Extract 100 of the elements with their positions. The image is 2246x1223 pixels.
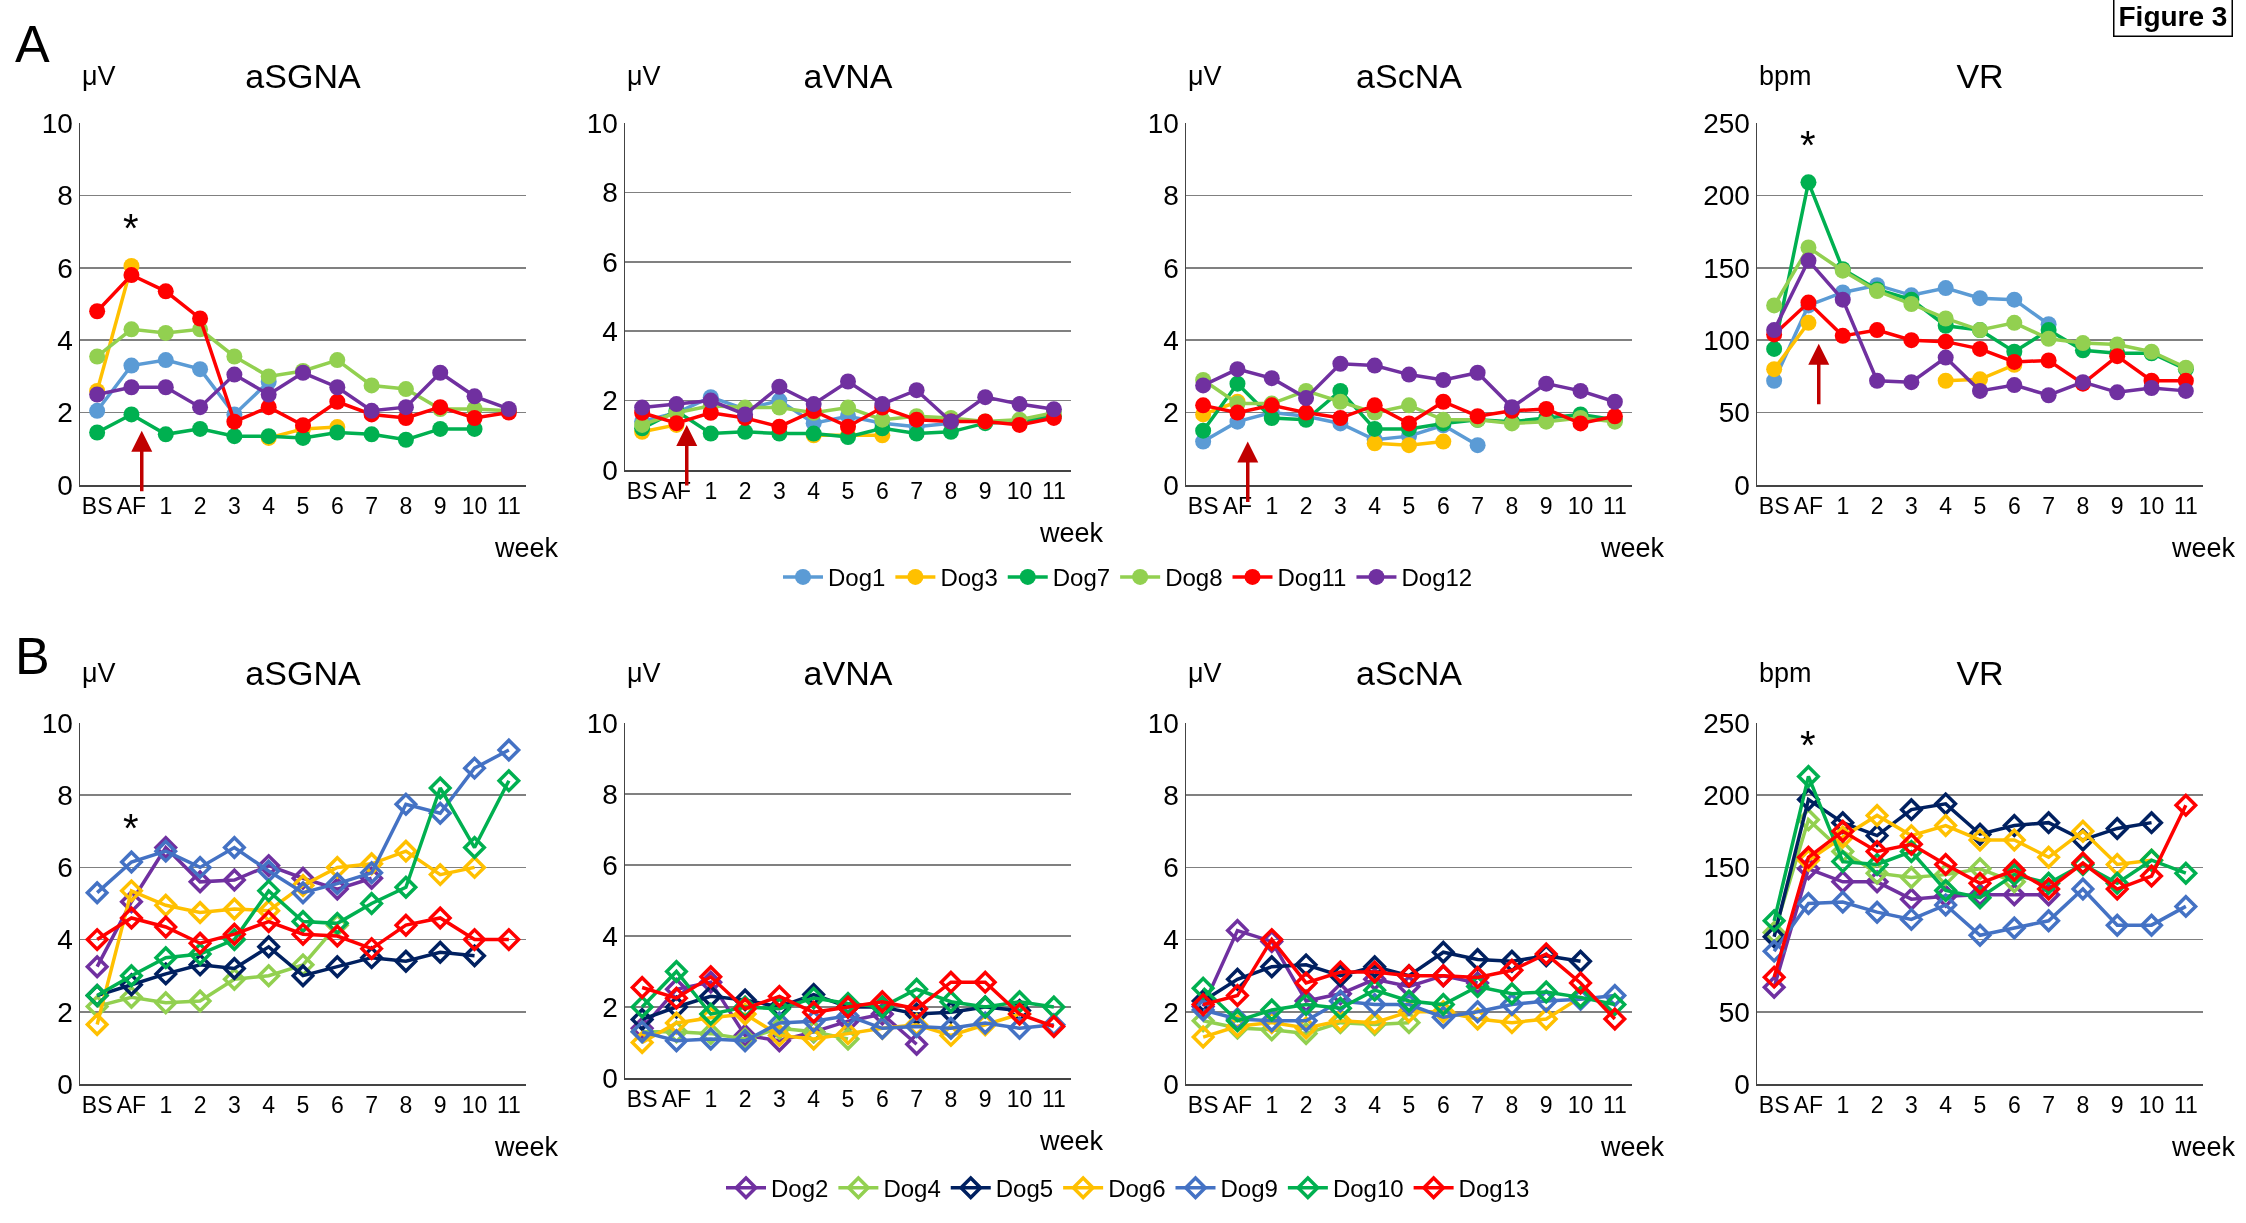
x-tick-label: 9 bbox=[978, 1086, 992, 1113]
x-tick-label: AF bbox=[1793, 493, 1824, 520]
chart-title: aVNA bbox=[803, 56, 893, 95]
y-tick-label: 150 bbox=[1703, 252, 1750, 284]
x-tick-label: 4 bbox=[807, 478, 821, 505]
y-tick-label: 6 bbox=[57, 852, 73, 884]
chart-title: aVNA bbox=[803, 653, 893, 692]
annotation: * bbox=[1800, 123, 1816, 167]
x-tick-label: 6 bbox=[1436, 493, 1450, 520]
y-tick-label: 4 bbox=[602, 316, 618, 347]
x-tick-label: BS bbox=[81, 493, 113, 520]
x-tick-label: 1 bbox=[159, 493, 173, 520]
x-tick-label: 3 bbox=[1333, 493, 1347, 520]
x-tick-label: 5 bbox=[841, 1086, 855, 1113]
x-tick-label: AF bbox=[1222, 1092, 1253, 1119]
y-axis-title: μV bbox=[627, 61, 661, 91]
x-tick-label: AF bbox=[1793, 1092, 1824, 1119]
x-tick-label: 6 bbox=[1436, 1092, 1450, 1119]
x-tick-label: 10 bbox=[2138, 1092, 2165, 1119]
x-tick-label: 6 bbox=[2007, 1092, 2021, 1119]
x-tick-label: 2 bbox=[193, 493, 207, 520]
x-tick-label: AF bbox=[661, 1086, 692, 1113]
chart-title: aScNA bbox=[1356, 653, 1463, 692]
x-tick-label: 7 bbox=[365, 1092, 379, 1119]
y-tick-label: 150 bbox=[1703, 852, 1750, 884]
x-tick-label: 4 bbox=[1939, 493, 1953, 520]
y-tick-label: 250 bbox=[1703, 707, 1750, 739]
x-tick-label: 1 bbox=[1836, 1092, 1850, 1119]
x-tick-label: 10 bbox=[461, 1092, 488, 1119]
x-tick-label: 10 bbox=[1006, 1086, 1033, 1113]
x-tick-label: 3 bbox=[772, 478, 786, 505]
x-tick-label: 5 bbox=[296, 493, 310, 520]
y-tick-label: 10 bbox=[586, 707, 618, 739]
y-axis-title: bpm bbox=[1759, 61, 1812, 91]
annotation: * bbox=[123, 806, 139, 850]
x-tick-label: 6 bbox=[330, 493, 344, 520]
chart-title: aSGNA bbox=[245, 56, 361, 95]
x-tick-label: 4 bbox=[262, 1092, 276, 1119]
x-tick-label: 8 bbox=[2076, 1092, 2090, 1119]
y-tick-label: 8 bbox=[1163, 780, 1179, 811]
x-tick-label: AF bbox=[661, 478, 692, 505]
chart-title: VR bbox=[1956, 56, 2004, 95]
x-tick-label: 5 bbox=[841, 478, 855, 505]
x-tick-label: 8 bbox=[944, 478, 958, 505]
legend-label: Dog1 bbox=[828, 564, 886, 592]
x-tick-label: 3 bbox=[1904, 493, 1918, 520]
x-axis-title: week bbox=[494, 1132, 559, 1162]
legend-label: Dog9 bbox=[1220, 1175, 1278, 1203]
legend-label: Dog13 bbox=[1458, 1175, 1530, 1203]
y-tick-label: 0 bbox=[602, 1062, 618, 1094]
y-tick-label: 2 bbox=[1163, 397, 1179, 429]
legend-label: Dog12 bbox=[1401, 564, 1473, 592]
x-tick-label: 5 bbox=[1402, 493, 1416, 520]
x-tick-label: 2 bbox=[1299, 1092, 1313, 1119]
x-tick-label: 7 bbox=[365, 493, 379, 520]
x-tick-label: 8 bbox=[1505, 1092, 1519, 1119]
x-tick-label: 9 bbox=[2110, 493, 2124, 520]
x-tick-label: 1 bbox=[704, 1086, 718, 1113]
legend-label: Dog10 bbox=[1332, 1175, 1404, 1203]
legend-label: Dog2 bbox=[771, 1175, 829, 1203]
x-tick-label: 1 bbox=[1836, 493, 1850, 520]
x-tick-label: 10 bbox=[1006, 478, 1033, 505]
y-axis-title: μV bbox=[82, 61, 116, 91]
x-axis-title: week bbox=[2171, 1132, 2236, 1162]
x-tick-label: 11 bbox=[1041, 478, 1066, 505]
x-tick-label: 1 bbox=[159, 1092, 173, 1119]
y-tick-label: 0 bbox=[1163, 1068, 1179, 1100]
x-tick-label: BS bbox=[1187, 493, 1219, 520]
x-tick-label: BS bbox=[626, 1086, 658, 1113]
x-tick-label: 2 bbox=[738, 478, 752, 505]
y-tick-label: 8 bbox=[57, 180, 73, 212]
chart-title: VR bbox=[1956, 653, 2004, 692]
x-tick-label: 10 bbox=[1567, 1092, 1594, 1119]
text: A bbox=[15, 15, 50, 73]
x-tick-label: BS bbox=[1758, 493, 1790, 520]
y-tick-label: 0 bbox=[57, 1068, 73, 1100]
x-tick-label: 3 bbox=[227, 1092, 241, 1119]
y-tick-label: 4 bbox=[1163, 924, 1179, 956]
legend-label: Dog6 bbox=[1108, 1175, 1166, 1203]
y-tick-label: 50 bbox=[1718, 397, 1750, 429]
y-tick-label: 10 bbox=[586, 107, 618, 139]
x-tick-label: 6 bbox=[875, 1086, 889, 1113]
chart-title: aSGNA bbox=[245, 653, 361, 692]
x-tick-label: BS bbox=[1758, 1092, 1790, 1119]
y-tick-label: 0 bbox=[602, 454, 618, 486]
x-tick-label: BS bbox=[81, 1092, 113, 1119]
x-tick-label: 2 bbox=[1870, 493, 1884, 520]
x-tick-label: 1 bbox=[704, 478, 718, 505]
y-tick-label: 2 bbox=[602, 385, 618, 417]
x-tick-label: AF bbox=[116, 1092, 147, 1119]
x-tick-label: 9 bbox=[1539, 493, 1553, 520]
y-axis-title: μV bbox=[627, 658, 661, 688]
x-axis-title: week bbox=[1600, 1132, 1665, 1162]
y-tick-label: 2 bbox=[1163, 996, 1179, 1028]
x-axis-title: week bbox=[494, 533, 559, 563]
x-tick-label: 7 bbox=[910, 478, 924, 505]
y-tick-label: 8 bbox=[602, 778, 618, 810]
y-tick-label: 4 bbox=[602, 920, 618, 952]
x-tick-label: 3 bbox=[1333, 1092, 1347, 1119]
x-tick-label: 4 bbox=[807, 1086, 821, 1113]
